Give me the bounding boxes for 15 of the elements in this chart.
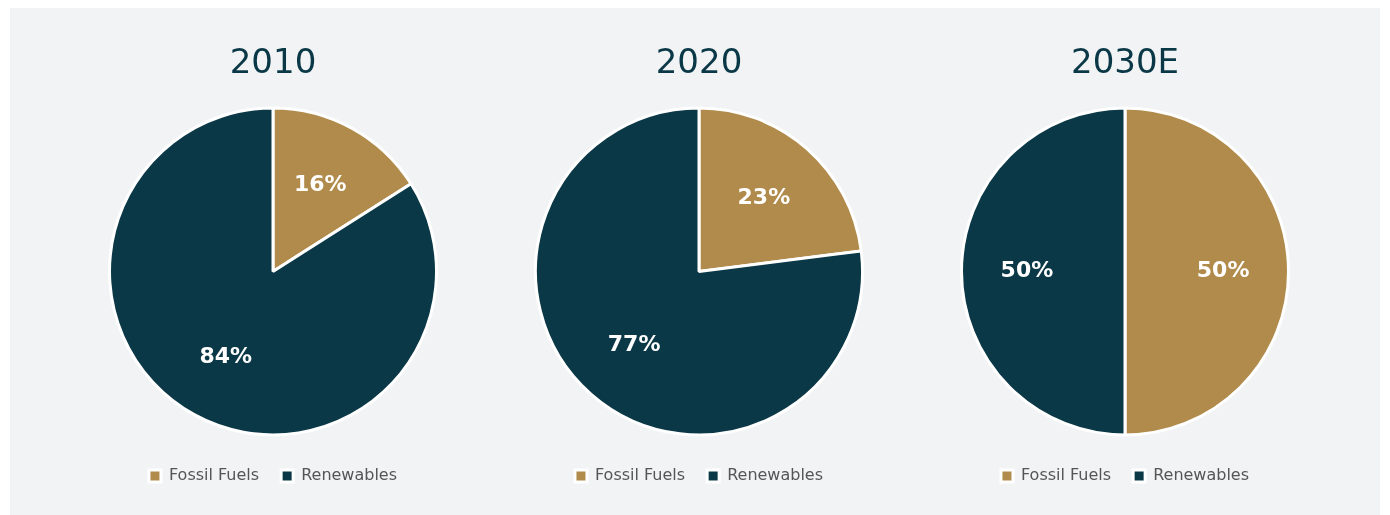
data-label: 50% <box>1196 257 1250 283</box>
chart-title: 2020 <box>655 41 743 82</box>
chart-title: 2010 <box>229 41 317 82</box>
legend-label: Renewables <box>1153 465 1250 485</box>
legend-label: Fossil Fuels <box>1020 465 1112 485</box>
data-label: 23% <box>737 183 791 209</box>
legend-label: Renewables <box>727 465 824 485</box>
data-label: 16% <box>293 171 347 197</box>
chart-title: 2030E <box>1070 41 1180 82</box>
data-label: 84% <box>199 343 253 369</box>
legend-label: Fossil Fuels <box>594 465 686 485</box>
legend-label: Renewables <box>301 465 398 485</box>
legend-label: Fossil Fuels <box>168 465 260 485</box>
data-label: 50% <box>1000 257 1054 283</box>
data-label: 77% <box>607 330 661 356</box>
